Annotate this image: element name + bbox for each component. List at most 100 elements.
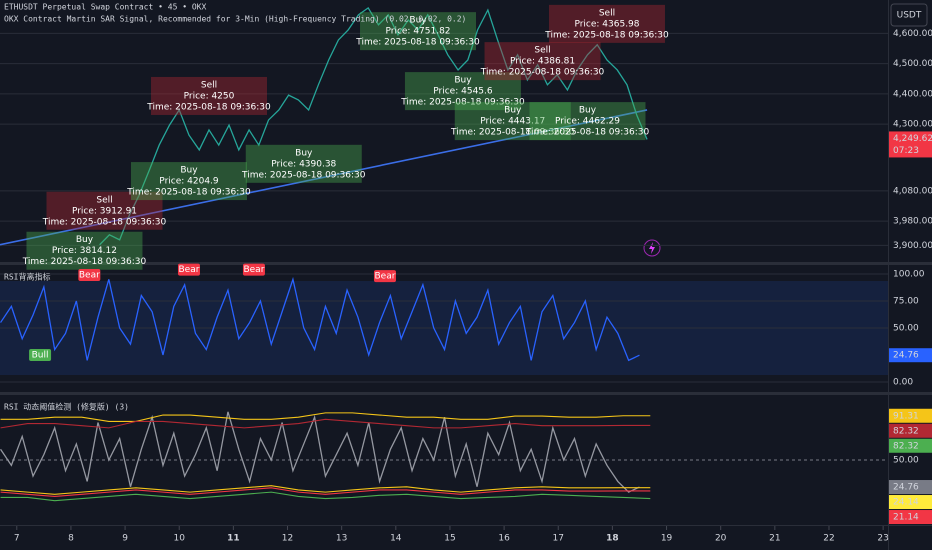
signal-time: Time: 2025-08-18 09:36:30: [126, 188, 251, 198]
currency-label: USDT: [897, 11, 922, 21]
signal-price: Price: 3912.91: [72, 206, 137, 216]
signal-time: Time: 2025-08-18 09:36:30: [42, 217, 167, 227]
x-tick-label: 14: [390, 534, 402, 544]
series-line: [0, 487, 651, 497]
x-tick-label: 20: [715, 534, 727, 544]
divergence-tag: [29, 348, 52, 361]
signal-price: Price: 4751.82: [385, 27, 450, 37]
signal-kind: Sell: [534, 46, 550, 56]
alert-bolt: [649, 242, 655, 254]
signal-time: Time: 2025-08-18 09:36:30: [146, 102, 271, 112]
value-badge: [889, 495, 932, 510]
signal-kind: Buy: [180, 166, 198, 176]
signal-price: Price: 4365.98: [574, 19, 639, 29]
value-badge-label: 24.76: [893, 483, 919, 493]
signal-box: [404, 72, 521, 111]
signal-time: Time: 2025-08-18 09:36:30: [480, 68, 605, 78]
pane-title: RSI 动态阈值检测 (修复版) (3): [4, 402, 129, 412]
series-line: [99, 6, 648, 246]
signal-time: Time: 2025-08-18 09:36:30: [400, 98, 525, 108]
countdown-label: 07:23: [893, 146, 919, 156]
signal-kind: Buy: [76, 235, 94, 245]
series-line: [0, 418, 651, 429]
signal-time: Time: 2025-08-18 09:36:30: [22, 257, 147, 267]
signal-price: Price: 4250: [184, 91, 235, 101]
signal-kind: Buy: [454, 76, 472, 86]
signal-price: Price: 4443.17: [480, 117, 545, 127]
chart-title: ETHUSDT Perpetual Swap Contract • 45 • O…: [4, 3, 206, 12]
value-badge-label: 91.31: [893, 411, 919, 421]
signal-box: [245, 144, 362, 183]
divergence-tag: [78, 269, 101, 282]
divergence-label: Bull: [32, 350, 49, 360]
last-value-label: 24.76: [893, 351, 919, 361]
pane-title: RSI背离指标: [4, 272, 50, 282]
signal-box: [454, 102, 571, 141]
signal-price: Price: 4204.9: [159, 177, 219, 187]
y-tick-label: 4,400.00: [893, 89, 932, 99]
chart-subtitle: OKX Contract Martin SAR Signal, Recommen…: [4, 15, 466, 24]
y-tick-label: 75.00: [893, 296, 919, 306]
signal-price: Price: 4545.6: [433, 87, 493, 97]
series-line: [0, 491, 651, 502]
x-tick-label: 18: [606, 534, 619, 544]
series-line: [0, 276, 640, 362]
y-tick-label: 4,080.00: [893, 186, 932, 196]
x-tick-label: 8: [68, 534, 74, 544]
last-value-badge: [889, 348, 932, 363]
y-tick-label: 4,500.00: [893, 59, 932, 69]
x-tick-label: 16: [498, 534, 510, 544]
signal-price: Price: 3814.12: [52, 246, 117, 256]
value-badge: [889, 480, 932, 495]
y-tick-label: 3,900.00: [893, 241, 932, 251]
signal-time: Time: 2025-08-18 09:36:30: [355, 38, 480, 48]
divergence-tag: [373, 270, 396, 283]
signal-box: [46, 191, 163, 230]
value-badge-label: 24.14: [893, 498, 919, 508]
signal-price: Price: 4462.29: [555, 117, 620, 127]
x-tick-label: 7: [14, 534, 20, 544]
x-tick-label: 10: [173, 534, 185, 544]
y-tick-label: 4,300.00: [893, 120, 932, 130]
signal-time: Time: 2025-08-18 09:36:30: [544, 30, 669, 40]
series-line: [0, 412, 651, 422]
signal-box: [548, 4, 665, 43]
value-badge-label: 82.32: [893, 441, 919, 451]
x-tick-label: 23: [877, 534, 888, 544]
y-tick-label: 100.00: [893, 269, 925, 279]
signal-kind: Buy: [409, 16, 427, 26]
signal-price: Price: 4386.81: [510, 57, 575, 67]
currency-button[interactable]: [890, 3, 928, 27]
value-badge: [889, 438, 932, 453]
y-tick-label: 3,980.00: [893, 217, 932, 227]
signal-box: [360, 12, 477, 51]
x-tick-label: 15: [444, 534, 455, 544]
signal-kind: Sell: [599, 8, 615, 18]
y-tick-label: 0.00: [893, 377, 913, 387]
x-tick-label: 13: [336, 534, 347, 544]
divergence-label: Bear: [243, 265, 264, 275]
series-line: [0, 411, 640, 493]
trend-line: [0, 109, 648, 246]
signal-kind: Buy: [504, 106, 522, 116]
x-tick-label: 9: [122, 534, 128, 544]
divergence-tag: [242, 263, 265, 276]
x-tick-label: 11: [227, 534, 240, 544]
y-tick-label: 50.00: [893, 323, 919, 333]
signal-price: Price: 4390.38: [271, 159, 336, 169]
signal-box: [529, 102, 646, 141]
value-badge-label: 82.32: [893, 426, 919, 436]
value-badge-label: 21.14: [893, 513, 919, 523]
x-tick-label: 19: [661, 534, 673, 544]
y-tick-label: 4,600.00: [893, 29, 932, 39]
signal-kind: Sell: [201, 80, 217, 90]
x-tick-label: 17: [553, 534, 564, 544]
x-tick-label: 12: [282, 534, 293, 544]
value-badge: [889, 423, 932, 438]
signal-box: [484, 42, 601, 81]
signal-time: Time: 2025-08-18 09:36:30: [450, 128, 575, 138]
signal-box: [130, 162, 247, 201]
value-badge: [889, 408, 932, 423]
